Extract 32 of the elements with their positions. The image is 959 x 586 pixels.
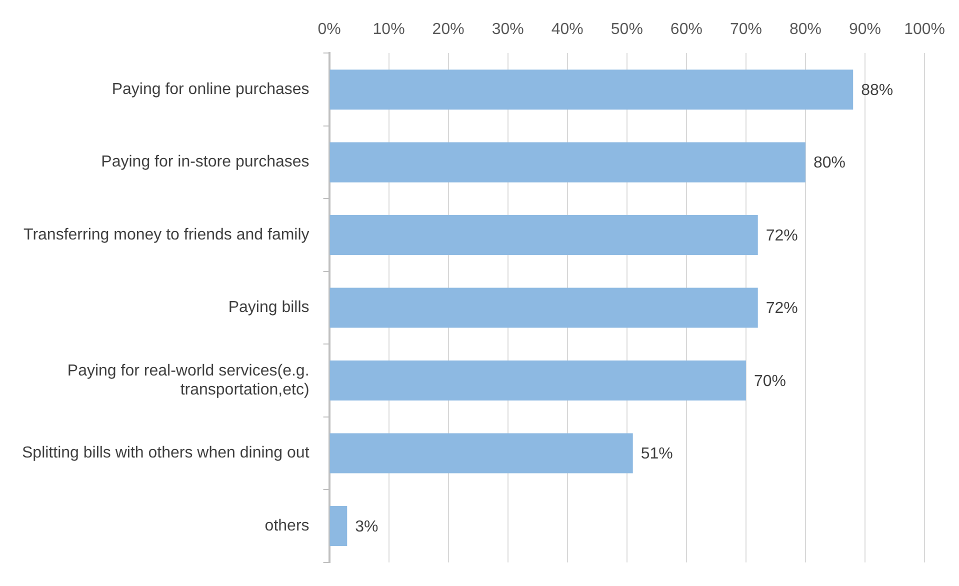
bar <box>330 70 854 110</box>
bar <box>330 433 633 474</box>
data-label: 3% <box>355 518 378 536</box>
data-label: 80% <box>813 154 846 172</box>
bar <box>330 215 758 256</box>
y-tick-label: Transferring money to friends and family <box>24 226 310 244</box>
y-tick-label: others <box>264 517 310 534</box>
x-tick-label: 90% <box>848 21 882 38</box>
bar <box>330 142 806 182</box>
x-tick-label: 60% <box>670 21 702 38</box>
data-label: 72% <box>766 227 798 244</box>
y-tick-label: Paying for online purchases <box>112 80 310 98</box>
data-label: 70% <box>754 372 786 390</box>
y-tick-label: Splitting bills with others when dining out <box>22 444 310 462</box>
data-label: 72% <box>766 300 798 318</box>
data-label: 88% <box>861 82 894 99</box>
x-tick-label: 80% <box>789 21 822 38</box>
bar <box>330 360 746 401</box>
x-tick-label: 30% <box>492 21 524 38</box>
bar <box>330 288 758 328</box>
x-tick-label: 100% <box>904 21 945 38</box>
y-tick-label: Paying for real-world services(e.g. transportation,etc) <box>67 362 310 399</box>
y-tick-label: Paying bills <box>228 299 310 316</box>
x-tick-label: 10% <box>372 21 405 38</box>
x-tick-label: 40% <box>551 21 584 38</box>
x-tick-label: 50% <box>610 21 643 38</box>
x-tick-label: 0% <box>318 21 341 38</box>
x-tick-label: 70% <box>730 21 762 38</box>
data-label: 51% <box>640 446 673 463</box>
x-tick-label: 20% <box>432 21 464 38</box>
bar <box>330 506 348 546</box>
y-tick-label: Paying for in-store purchases <box>101 154 310 171</box>
